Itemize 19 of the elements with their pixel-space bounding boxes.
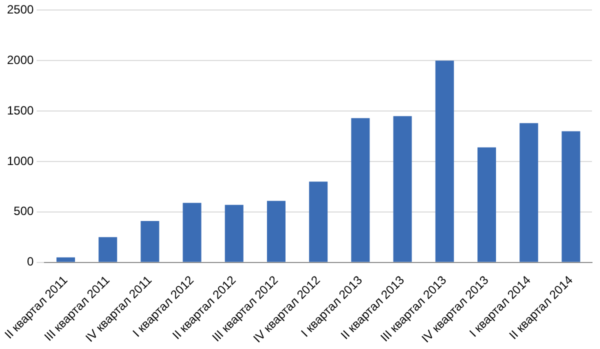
y-tick-label: 1500 [6,103,34,118]
bar [140,221,160,262]
bar [520,123,538,262]
bar [393,116,412,262]
y-tick-label: 500 [14,204,34,218]
bar [56,257,76,262]
y-tick-label: 0 [27,254,34,269]
bar [435,60,454,262]
bar [309,182,328,262]
y-tick-label: 2000 [6,52,34,67]
bar [351,118,370,262]
bar [98,237,118,262]
y-tick-label: 2500 [6,2,34,17]
bar [182,202,202,262]
y-tick-label: 1000 [6,154,34,168]
bar [562,131,580,262]
bar [224,204,244,262]
bar [266,200,286,262]
bar [477,147,496,262]
